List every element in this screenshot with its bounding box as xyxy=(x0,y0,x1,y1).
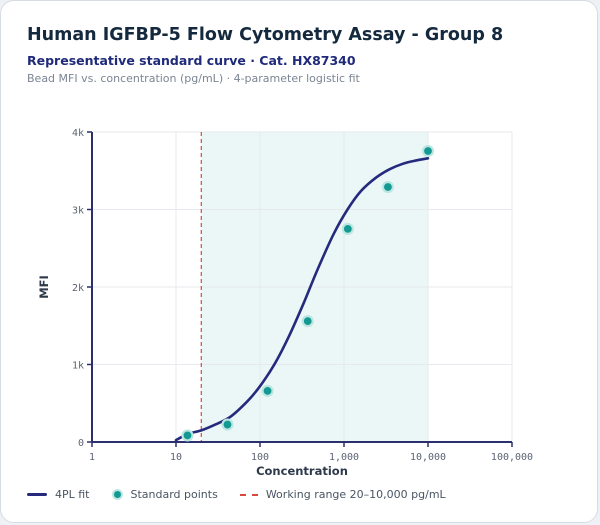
legend-range-label: Working range 20–10,000 pg/mL xyxy=(265,488,446,501)
standard-point xyxy=(181,429,194,442)
legend-item-points: Standard points xyxy=(111,488,218,501)
chart-legend: 4PL fit Standard points Working range 20… xyxy=(27,488,468,501)
legend-points-label: Standard points xyxy=(130,488,218,501)
standard-curve-plot: 0 1k 2k 3k 4k 1 10 100 1,000 10,000 100,000 Concen… xyxy=(37,128,533,478)
legend-item-range: Working range 20–10,000 pg/mL xyxy=(239,488,446,501)
dashed-line-swatch xyxy=(239,493,258,496)
legend-fit-label: 4PL fit xyxy=(55,488,90,501)
y-tick-label: 0 xyxy=(78,438,84,449)
standard-point xyxy=(301,315,314,328)
standard-point xyxy=(341,222,354,235)
y-axis-title: MFI xyxy=(37,275,51,299)
fit-line-swatch xyxy=(27,493,47,496)
x-axis-title: Concentration xyxy=(256,464,348,478)
chart-subtitle: Representative standard curve · Cat. HX8… xyxy=(27,53,356,68)
y-tick-label: 2k xyxy=(72,283,84,294)
x-tick-label: 10,000 xyxy=(410,452,446,463)
x-tick-label: 1,000 xyxy=(329,452,359,463)
chart-title: Human IGFBP-5 Flow Cytometry Assay - Gro… xyxy=(27,25,504,45)
y-tick-label: 3k xyxy=(72,206,84,217)
standard-point xyxy=(261,384,274,397)
legend-item-fit: 4PL fit xyxy=(27,488,90,501)
y-tick-label: 4k xyxy=(72,128,84,139)
standard-point xyxy=(221,418,234,431)
standard-point xyxy=(381,180,395,194)
y-tick-label: 1k xyxy=(72,361,84,372)
point-swatch xyxy=(111,489,123,500)
x-tick-label: 10 xyxy=(170,452,182,463)
chart-description: Bead MFI vs. concentration (pg/mL) · 4-p… xyxy=(27,72,360,85)
standard-point xyxy=(421,144,435,158)
x-tick-label: 100 xyxy=(251,452,269,463)
fit-curve xyxy=(174,157,430,442)
x-tick-label: 100,000 xyxy=(491,452,533,463)
x-tick-label: 1 xyxy=(89,452,95,463)
